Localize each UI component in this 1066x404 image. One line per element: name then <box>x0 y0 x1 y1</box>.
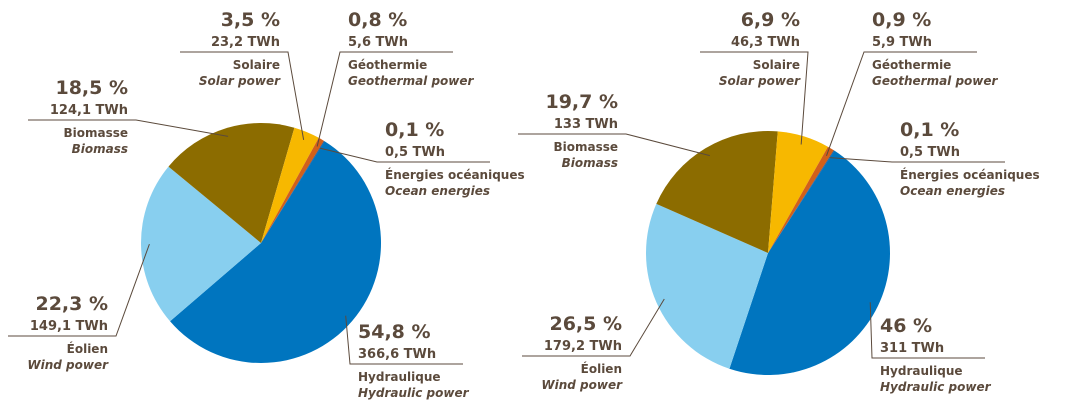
percent-label: 46 % <box>880 315 932 337</box>
category-label-en: Biomass <box>562 156 618 170</box>
category-label: Hydraulique <box>358 370 441 384</box>
percent-label: 54,8 % <box>358 321 431 343</box>
category-label-en: Ocean energies <box>900 184 1005 198</box>
category-label: Hydraulique <box>880 364 963 378</box>
twh-label: 5,9 TWh <box>872 35 932 50</box>
pie-slice <box>261 137 324 243</box>
leader-line <box>28 119 229 137</box>
pie-slice <box>140 166 261 322</box>
leader-line <box>8 243 150 337</box>
twh-label: 5,6 TWh <box>348 35 408 50</box>
category-label-en: Wind power <box>27 358 109 372</box>
percent-label: 3,5 % <box>221 9 280 31</box>
percent-label: 0,1 % <box>900 119 959 141</box>
category-label-en: Wind power <box>541 378 623 392</box>
twh-label: 133 TWh <box>554 117 618 132</box>
category-label-en: Biomass <box>72 142 128 156</box>
twh-label: 366,6 TWh <box>358 347 436 362</box>
category-label-en: Hydraulic power <box>358 386 470 400</box>
pie-slice <box>729 150 890 375</box>
twh-label: 149,1 TWh <box>30 319 108 334</box>
category-label: Solaire <box>753 58 800 72</box>
category-label: Éolien <box>581 361 622 376</box>
twh-label: 179,2 TWh <box>544 339 622 354</box>
category-label-en: Geothermal power <box>348 74 475 88</box>
pie-slice <box>261 140 325 243</box>
category-label-en: Geothermal power <box>872 74 999 88</box>
percent-label: 18,5 % <box>55 77 128 99</box>
percent-label: 0,9 % <box>872 9 931 31</box>
percent-label: 0,1 % <box>385 119 444 141</box>
leader-line <box>518 133 710 157</box>
leader-line <box>522 298 665 357</box>
category-label: Éolien <box>67 341 108 356</box>
pie-slice <box>768 131 828 253</box>
category-label: Biomasse <box>553 140 618 154</box>
category-label-en: Solar power <box>719 74 801 88</box>
leader-line <box>869 302 985 359</box>
leader-line <box>700 51 809 145</box>
category-label: Biomasse <box>63 126 128 140</box>
leader-line <box>829 157 1005 163</box>
pie-slice <box>261 127 319 243</box>
percent-label: 19,7 % <box>545 91 618 113</box>
pie-slice <box>168 123 295 243</box>
leader-line <box>345 315 463 365</box>
category-label-en: Hydraulic power <box>880 380 992 394</box>
twh-label: 311 TWh <box>880 341 944 356</box>
pie-slice <box>645 203 768 369</box>
leader-line <box>180 51 305 140</box>
leader-line <box>319 147 490 163</box>
category-label: Solaire <box>233 58 280 72</box>
pie-slice <box>768 146 834 253</box>
leader-line <box>316 51 453 147</box>
twh-label: 0,5 TWh <box>900 145 960 160</box>
percent-label: 0,8 % <box>348 9 407 31</box>
category-label-en: Ocean energies <box>385 184 490 198</box>
percent-label: 26,5 % <box>549 313 622 335</box>
category-label: Énergies océaniques <box>900 167 1040 182</box>
leader-line <box>826 51 977 156</box>
percent-label: 6,9 % <box>741 9 800 31</box>
percent-label: 22,3 % <box>35 293 108 315</box>
pie-slice <box>170 141 381 363</box>
pie-slice <box>768 150 835 253</box>
twh-label: 23,2 TWh <box>211 35 280 50</box>
category-label-en: Solar power <box>199 74 281 88</box>
category-label: Énergies océaniques <box>385 167 525 182</box>
twh-label: 124,1 TWh <box>50 103 128 118</box>
twh-label: 46,3 TWh <box>731 35 800 50</box>
category-label: Géothermie <box>348 58 427 72</box>
pie-slice <box>656 131 778 253</box>
category-label: Géothermie <box>872 58 951 72</box>
twh-label: 0,5 TWh <box>385 145 445 160</box>
